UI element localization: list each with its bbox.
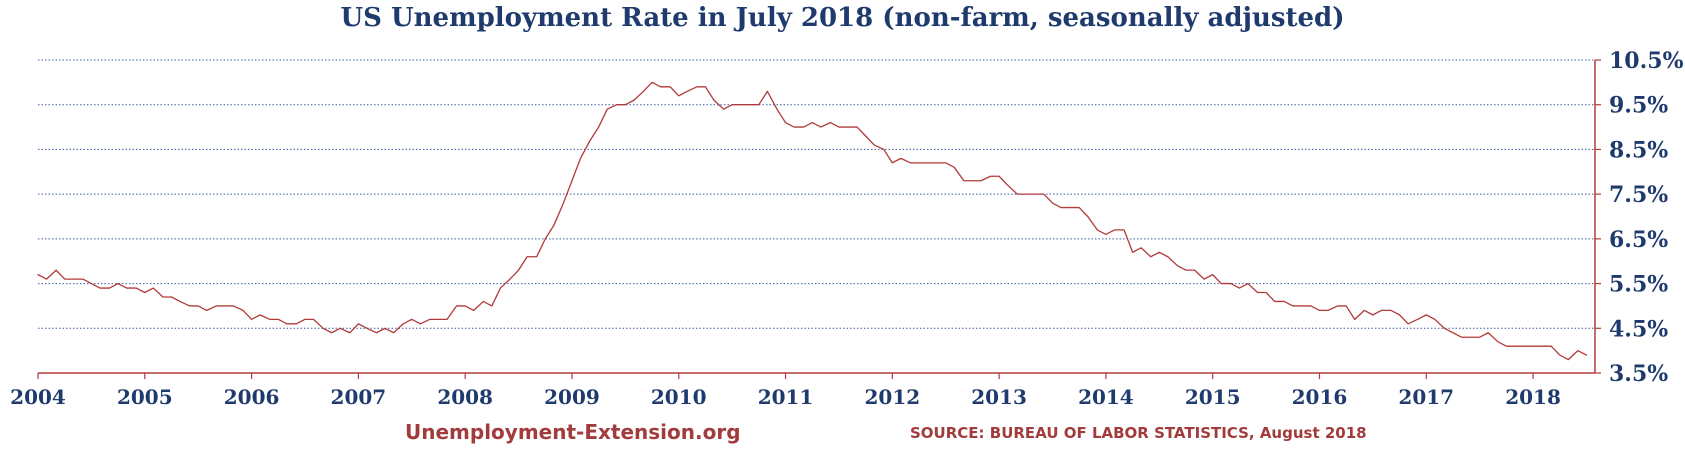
x-tick-label: 2009 — [544, 385, 600, 409]
x-tick-label: 2005 — [117, 385, 173, 409]
tick-labels: 3.5% 4.5% 5.5% 6.5% 7.5% 8.5% 9.5% 10.5% 2004 200… — [10, 48, 1683, 409]
x-tick-label: 2010 — [651, 385, 707, 409]
x-tick-label: 2007 — [331, 385, 387, 409]
x-tick-label: 2016 — [1292, 385, 1348, 409]
y-tick-label: 9.5% — [1609, 93, 1668, 119]
x-tick-label: 2018 — [1505, 385, 1561, 409]
x-tick-label: 2013 — [971, 385, 1027, 409]
axes — [37, 59, 1601, 379]
y-tick-label: 7.5% — [1609, 182, 1668, 208]
y-tick-label: 5.5% — [1609, 272, 1668, 298]
unemployment-rate-line — [37, 81, 1588, 361]
series-layer — [37, 81, 1588, 361]
x-tick-label: 2004 — [10, 385, 66, 409]
source-note: SOURCE: BUREAU OF LABOR STATISTICS, Augu… — [910, 424, 1367, 442]
grid-lines — [38, 59, 1595, 329]
y-tick-label: 3.5% — [1609, 361, 1668, 387]
y-tick-label: 8.5% — [1609, 137, 1668, 163]
y-tick-label: 4.5% — [1609, 316, 1668, 342]
x-tick-label: 2015 — [1185, 385, 1241, 409]
x-tick-label: 2014 — [1078, 385, 1134, 409]
x-tick-label: 2006 — [224, 385, 280, 409]
website-credit: Unemployment-Extension.org — [405, 420, 741, 444]
x-tick-label: 2012 — [864, 385, 920, 409]
x-tick-label: 2017 — [1398, 385, 1454, 409]
chart-title: US Unemployment Rate in July 2018 (non-f… — [340, 3, 1345, 33]
y-tick-label: 6.5% — [1609, 227, 1668, 253]
y-tick-label: 10.5% — [1609, 48, 1684, 74]
x-tick-label: 2011 — [758, 385, 814, 409]
x-tick-label: 2008 — [437, 385, 493, 409]
